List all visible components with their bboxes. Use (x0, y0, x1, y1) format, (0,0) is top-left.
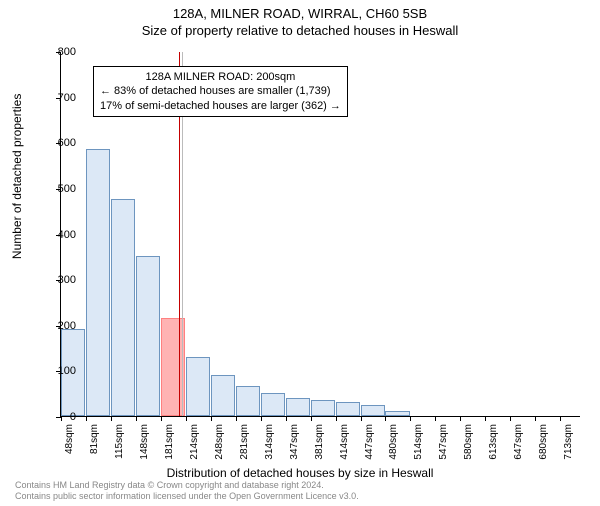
plot-area: 128A MILNER ROAD: 200sqm← 83% of detache… (60, 52, 580, 417)
x-tick-label: 547sqm (438, 424, 449, 460)
footer-line2: Contains public sector information licen… (15, 491, 359, 502)
x-tick-label: 447sqm (364, 424, 375, 460)
x-tick-mark (86, 416, 87, 421)
x-axis-label: Distribution of detached houses by size … (0, 466, 600, 480)
x-tick-label: 281sqm (239, 424, 250, 460)
footer-line1: Contains HM Land Registry data © Crown c… (15, 480, 359, 491)
chart-title-line2: Size of property relative to detached ho… (0, 23, 600, 38)
x-tick-label: 613sqm (488, 424, 499, 460)
x-tick-mark (311, 416, 312, 421)
x-tick-mark (336, 416, 337, 421)
x-tick-mark (385, 416, 386, 421)
x-tick-label: 48sqm (64, 424, 75, 454)
x-tick-label: 414sqm (339, 424, 350, 460)
x-tick-label: 347sqm (289, 424, 300, 460)
histogram-bar (385, 411, 409, 416)
annotation-line2: ← 83% of detached houses are smaller (1,… (100, 84, 341, 98)
x-tick-label: 713sqm (563, 424, 574, 460)
histogram-bar (211, 375, 235, 416)
y-tick-label: 400 (46, 229, 76, 241)
y-tick-label: 600 (46, 137, 76, 149)
x-tick-mark (485, 416, 486, 421)
y-tick-label: 300 (46, 274, 76, 286)
footer-attribution: Contains HM Land Registry data © Crown c… (15, 480, 359, 502)
x-tick-mark (261, 416, 262, 421)
x-tick-mark (535, 416, 536, 421)
x-tick-label: 81sqm (89, 424, 100, 454)
x-tick-mark (410, 416, 411, 421)
histogram-bar (136, 256, 160, 416)
histogram-bar (261, 393, 285, 416)
histogram-bar (361, 405, 385, 416)
x-tick-mark (510, 416, 511, 421)
x-tick-label: 214sqm (189, 424, 200, 460)
x-tick-mark (136, 416, 137, 421)
x-tick-mark (161, 416, 162, 421)
x-tick-mark (211, 416, 212, 421)
y-tick-label: 500 (46, 183, 76, 195)
histogram-bar (86, 149, 110, 416)
x-tick-mark (460, 416, 461, 421)
x-tick-mark (186, 416, 187, 421)
x-tick-mark (361, 416, 362, 421)
y-tick-label: 100 (46, 365, 76, 377)
y-axis-label: Number of detached properties (10, 94, 24, 259)
x-tick-label: 148sqm (139, 424, 150, 460)
histogram-bar (336, 402, 360, 416)
x-tick-label: 248sqm (214, 424, 225, 460)
x-tick-mark (111, 416, 112, 421)
x-tick-mark (560, 416, 561, 421)
x-tick-label: 480sqm (388, 424, 399, 460)
x-tick-label: 580sqm (463, 424, 474, 460)
histogram-bar (286, 398, 310, 416)
y-tick-label: 200 (46, 320, 76, 332)
y-tick-label: 800 (46, 46, 76, 58)
histogram-bar (236, 386, 260, 416)
y-tick-label: 0 (46, 411, 76, 423)
x-tick-label: 514sqm (413, 424, 424, 460)
x-tick-mark (286, 416, 287, 421)
x-tick-mark (435, 416, 436, 421)
annotation-box: 128A MILNER ROAD: 200sqm← 83% of detache… (93, 66, 348, 117)
x-tick-label: 314sqm (264, 424, 275, 460)
annotation-line1: 128A MILNER ROAD: 200sqm (100, 70, 341, 84)
x-tick-label: 680sqm (538, 424, 549, 460)
x-tick-mark (236, 416, 237, 421)
x-tick-label: 381sqm (314, 424, 325, 460)
x-tick-label: 181sqm (164, 424, 175, 460)
y-tick-label: 700 (46, 92, 76, 104)
histogram-bar (111, 199, 135, 416)
x-tick-label: 115sqm (114, 424, 125, 459)
annotation-line3: 17% of semi-detached houses are larger (… (100, 99, 341, 113)
x-tick-label: 647sqm (513, 424, 524, 460)
chart-title-line1: 128A, MILNER ROAD, WIRRAL, CH60 5SB (0, 6, 600, 21)
histogram-bar (186, 357, 210, 416)
histogram-bar (311, 400, 335, 416)
